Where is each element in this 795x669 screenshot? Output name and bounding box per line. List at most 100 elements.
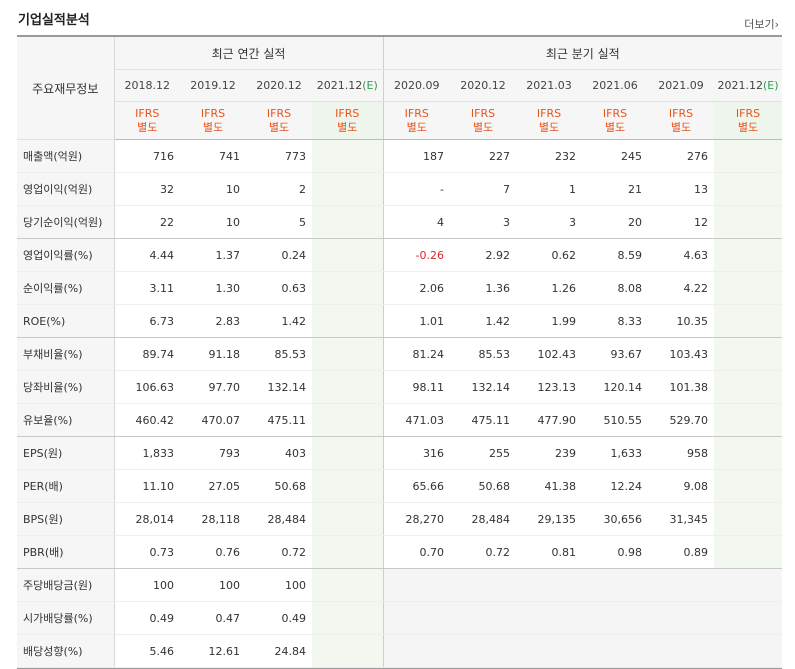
annual-estimate-value xyxy=(312,205,384,239)
quarter-value: 50.68 xyxy=(450,469,516,503)
quarter-value xyxy=(383,634,450,668)
annual-value: 5.46 xyxy=(114,634,180,668)
quarter-value xyxy=(450,601,516,635)
table-row: 영업이익(억원) 32 10 2 -7 1 21 13 xyxy=(17,172,783,206)
accounting-standard: IFRS 별도 xyxy=(516,101,582,140)
quarter-estimate-period: 2021.12(E) xyxy=(714,69,783,102)
quarter-value xyxy=(450,634,516,668)
accounting-standard: IFRS 별도 xyxy=(714,101,783,140)
ifrs-label: IFRS xyxy=(470,106,496,120)
quarter-value: 20 xyxy=(582,205,648,239)
quarter-value: 0.70 xyxy=(383,535,450,569)
ifrs-label: IFRS xyxy=(200,106,226,120)
ifrs-label: IFRS xyxy=(404,106,429,120)
annual-value: 793 xyxy=(180,436,246,470)
quarter-value: 12 xyxy=(648,205,714,239)
quarter-value xyxy=(582,601,648,635)
more-link[interactable]: 더보기› xyxy=(744,16,779,32)
annual-estimate-value xyxy=(312,535,384,569)
annual-estimate-value xyxy=(312,370,384,404)
separate-label: 별도 xyxy=(604,120,626,134)
accounting-standard: IFRS 별도 xyxy=(648,101,714,140)
annual-value: 28,484 xyxy=(246,502,312,536)
annual-value: 0.49 xyxy=(114,601,180,635)
quarter-value: 529.70 xyxy=(648,403,714,437)
annual-estimate-date: 2021.12 xyxy=(316,79,363,92)
quarter-value: 510.55 xyxy=(582,403,648,437)
quarter-value: 31,345 xyxy=(648,502,714,536)
quarter-header: 최근 분기 실적 xyxy=(383,37,783,70)
annual-value: 27.05 xyxy=(180,469,246,503)
quarter-value: - xyxy=(383,172,450,206)
quarter-value: 101.38 xyxy=(648,370,714,404)
quarter-value: 30,656 xyxy=(582,502,648,536)
quarter-value: 98.11 xyxy=(383,370,450,404)
annual-value: 100 xyxy=(180,568,246,602)
table-row: 매출액(억원) 716 741 773 187 227 232 245 276 xyxy=(17,139,783,173)
quarter-value: 10.35 xyxy=(648,304,714,338)
quarter-value: 276 xyxy=(648,139,714,173)
quarter-value: 227 xyxy=(450,139,516,173)
quarter-value: 8.33 xyxy=(582,304,648,338)
annual-value: 0.24 xyxy=(246,238,312,272)
annual-estimate-value xyxy=(312,172,384,206)
quarter-value: 2.06 xyxy=(383,271,450,305)
accounting-standard: IFRS 별도 xyxy=(383,101,450,140)
annual-value: 22 xyxy=(114,205,180,239)
separate-label: 별도 xyxy=(406,120,427,134)
annual-value: 2 xyxy=(246,172,312,206)
quarter-value: 123.13 xyxy=(516,370,582,404)
quarter-estimate-value xyxy=(714,436,783,470)
annual-value: 460.42 xyxy=(114,403,180,437)
quarter-period: 2021.06 xyxy=(582,69,648,102)
quarter-estimate-value xyxy=(714,370,783,404)
quarter-value: 239 xyxy=(516,436,582,470)
separate-label: 별도 xyxy=(137,120,158,134)
quarter-value xyxy=(383,601,450,635)
separate-label: 별도 xyxy=(202,120,224,134)
accounting-standard: IFRS 별도 xyxy=(312,101,384,140)
table-row: 영업이익률(%) 4.44 1.37 0.24 -0.26 2.92 0.62 8.59 4.6… xyxy=(17,238,783,272)
accounting-standard: IFRS 별도 xyxy=(180,101,246,140)
annual-value: 1.30 xyxy=(180,271,246,305)
quarter-value: 81.24 xyxy=(383,337,450,371)
row-label: PBR(배) xyxy=(17,535,115,569)
quarter-value: 28,270 xyxy=(383,502,450,536)
annual-estimate-value xyxy=(312,304,384,338)
quarter-estimate-value xyxy=(714,172,783,206)
annual-estimate-value xyxy=(312,139,384,173)
more-label: 더보기 xyxy=(744,18,775,31)
table-row: 부채비율(%) 89.74 91.18 85.53 81.24 85.53 102.43 93… xyxy=(17,337,783,371)
quarter-value: 255 xyxy=(450,436,516,470)
annual-estimate-value xyxy=(312,502,384,536)
annual-value: 12.61 xyxy=(180,634,246,668)
quarter-value: 471.03 xyxy=(383,403,450,437)
quarter-estimate-value xyxy=(714,304,783,338)
row-label: 주당배당금(원) xyxy=(17,568,115,602)
annual-value: 4.44 xyxy=(114,238,180,272)
annual-value: 5 xyxy=(246,205,312,239)
annual-value: 91.18 xyxy=(180,337,246,371)
table-row: 유보율(%) 460.42 470.07 475.11 471.03 475.11 477.… xyxy=(17,403,783,437)
separate-label: 별도 xyxy=(268,120,290,134)
annual-value: 106.63 xyxy=(114,370,180,404)
quarter-value: 0.81 xyxy=(516,535,582,569)
quarter-period: 2020.12 xyxy=(450,69,516,102)
quarter-value: 9.08 xyxy=(648,469,714,503)
separate-label: 별도 xyxy=(337,120,358,134)
quarter-value: 1.01 xyxy=(383,304,450,338)
table-row: 주당배당금(원) 100 100 100 xyxy=(17,568,783,602)
section-title: 기업실적분석 xyxy=(18,13,90,28)
quarter-value: 958 xyxy=(648,436,714,470)
table-row: PER(배) 11.10 27.05 50.68 65.66 50.68 41.38 12.2… xyxy=(17,469,783,503)
quarter-estimate-value xyxy=(714,337,783,371)
quarter-value: 4.22 xyxy=(648,271,714,305)
quarter-value: 1.42 xyxy=(450,304,516,338)
annual-value: 0.47 xyxy=(180,601,246,635)
ifrs-label: IFRS xyxy=(602,106,628,120)
annual-estimate-value xyxy=(312,568,384,602)
annual-value: 89.74 xyxy=(114,337,180,371)
quarter-estimate-value xyxy=(714,535,783,569)
quarter-value xyxy=(648,601,714,635)
quarter-value: 477.90 xyxy=(516,403,582,437)
